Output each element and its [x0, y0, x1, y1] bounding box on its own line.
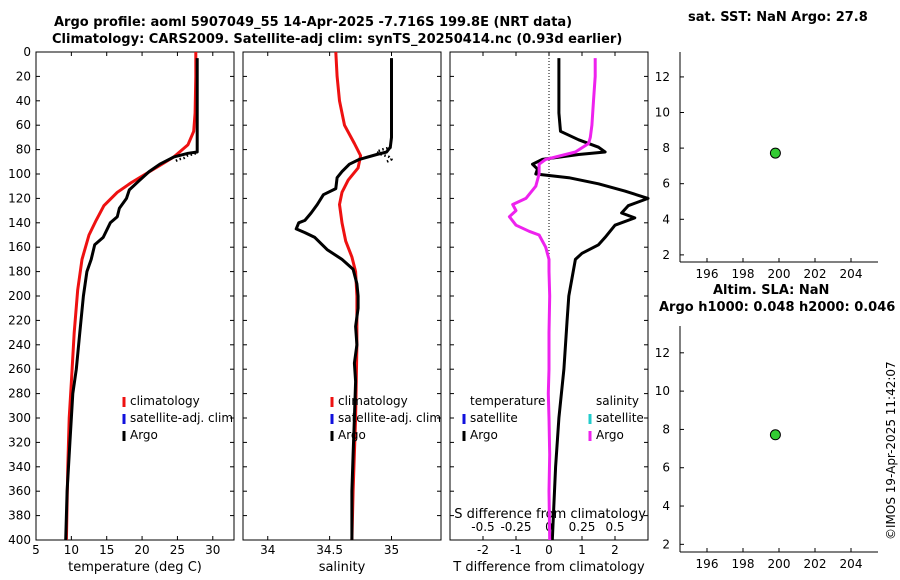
sat_sst-xtick-label: 196 [696, 267, 719, 281]
temperature-legend-label: satellite-adj. clim [130, 411, 233, 425]
difference-xlabel: T difference from climatology [452, 560, 645, 575]
difference-temp-legend-label: Argo [470, 428, 498, 442]
temperature-legend-label: Argo [130, 428, 158, 442]
depth-tick-label: 40 [16, 94, 31, 108]
temperature-xtick-label: 15 [99, 543, 114, 557]
temperature-xtick-label: 25 [170, 543, 185, 557]
temperature-series-argo [64, 58, 199, 541]
altim_sla-ytick-label: 4 [662, 499, 670, 513]
sat_sst-ytick-label: 8 [662, 141, 670, 155]
salinity-diff-tick-label: 0.5 [605, 520, 624, 534]
sat_sst-xtick-label: 198 [732, 267, 755, 281]
sat_sst-xtick-label: 200 [768, 267, 791, 281]
depth-tick-label: 380 [8, 509, 31, 523]
sat_sst-ytick-label: 6 [662, 177, 670, 191]
depth-tick-label: 300 [8, 411, 31, 425]
altim_sla-xtick-label: 200 [768, 557, 791, 571]
salinity-legend-label: satellite-adj. clim [338, 411, 441, 425]
difference-series-salinity-argo [507, 58, 597, 541]
depth-tick-label: 340 [8, 460, 31, 474]
difference-xtick-label: 1 [578, 543, 586, 557]
difference-legend-header-temp: temperature [470, 394, 545, 408]
altim_sla-ytick-label: 12 [655, 346, 670, 360]
temperature-xtick-label: 20 [134, 543, 149, 557]
sat_sst-ytick-label: 12 [655, 70, 670, 84]
salinity-xtick-label: 35 [384, 543, 399, 557]
temperature-series-climatology [64, 52, 198, 541]
difference-xtick-label: 0 [545, 543, 553, 557]
sat_sst-ytick-label: 10 [655, 106, 670, 120]
depth-tick-label: 200 [8, 289, 31, 303]
difference-legend-header-sal: salinity [596, 394, 639, 408]
altim_sla-xtick-label: 202 [804, 557, 827, 571]
depth-tick-label: 220 [8, 313, 31, 327]
difference-sal-legend-label: Argo [596, 428, 624, 442]
sst-panel-title: sat. SST: NaN Argo: 27.8 [688, 10, 868, 25]
altim_sla-xtick-label: 198 [732, 557, 755, 571]
sat_sst-data-point [769, 147, 781, 159]
depth-tick-label: 0 [23, 45, 31, 59]
depth-tick-label: 360 [8, 484, 31, 498]
sla-panel-title: Altim. SLA: NaN [713, 283, 830, 298]
temperature-xtick-label: 5 [32, 543, 40, 557]
depth-tick-label: 260 [8, 362, 31, 376]
depth-tick-label: 80 [16, 143, 31, 157]
depth-tick-label: 20 [16, 69, 31, 83]
salinity-xtick-label: 34 [260, 543, 275, 557]
sat_sst-ytick-label: 2 [662, 248, 670, 262]
salinity-series-argo [294, 58, 393, 540]
sat_sst-xtick-label: 202 [804, 267, 827, 281]
salinity-diff-tick-label: 0.25 [569, 520, 596, 534]
depth-tick-label: 240 [8, 338, 31, 352]
difference-xtick-label: 2 [611, 543, 619, 557]
altim_sla-xtick-label: 196 [696, 557, 719, 571]
depth-tick-label: 400 [8, 533, 31, 547]
difference-xtick-label: -2 [477, 543, 489, 557]
depth-tick-label: 140 [8, 216, 31, 230]
difference-xtick-label: -1 [510, 543, 522, 557]
salinity-legend-label: climatology [338, 394, 408, 408]
salinity-series-argo-dotted [375, 145, 393, 163]
title-line-1: Argo profile: aoml 5907049_55 14-Apr-202… [54, 15, 573, 30]
temperature-xtick-label: 30 [205, 543, 220, 557]
temperature-xtick-label: 10 [64, 543, 79, 557]
altim_sla-xtick-label: 204 [840, 557, 863, 571]
salinity-legend-label: Argo [338, 428, 366, 442]
depth-tick-label: 100 [8, 167, 31, 181]
difference-sal-legend-label: satellite [596, 411, 644, 425]
altim_sla-ytick-label: 8 [662, 422, 670, 436]
depth-tick-label: 280 [8, 387, 31, 401]
salinity-xtick-label: 34.5 [316, 543, 343, 557]
altim_sla-data-point [769, 429, 781, 441]
sat_sst-xtick-label: 204 [840, 267, 863, 281]
depth-tick-label: 60 [16, 118, 31, 132]
altim_sla-ytick-label: 2 [662, 537, 670, 551]
salinity-diff-tick-label: -0.5 [471, 520, 494, 534]
title-line-2: Climatology: CARS2009. Satellite-adj cli… [52, 32, 623, 47]
depth-tick-label: 180 [8, 265, 31, 279]
temperature-axes-box [35, 51, 235, 541]
depth-tick-label: 320 [8, 435, 31, 449]
depth-tick-label: 160 [8, 240, 31, 254]
sla-panel-title-2: Argo h1000: 0.048 h2000: 0.046 [659, 300, 896, 315]
temperature-xlabel: temperature (deg C) [68, 560, 202, 575]
altim_sla-ytick-label: 6 [662, 461, 670, 475]
difference-series-temperature-argo [531, 58, 650, 541]
sat_sst-ytick-label: 4 [662, 212, 670, 226]
temperature-legend-label: climatology [130, 394, 200, 408]
salinity-axes-box [242, 51, 442, 541]
salinity-xlabel: salinity [319, 560, 366, 575]
altim_sla-ytick-label: 10 [655, 384, 670, 398]
difference-temp-legend-label: satellite [470, 411, 518, 425]
depth-tick-label: 120 [8, 191, 31, 205]
salinity-diff-tick-label: -0.25 [500, 520, 531, 534]
